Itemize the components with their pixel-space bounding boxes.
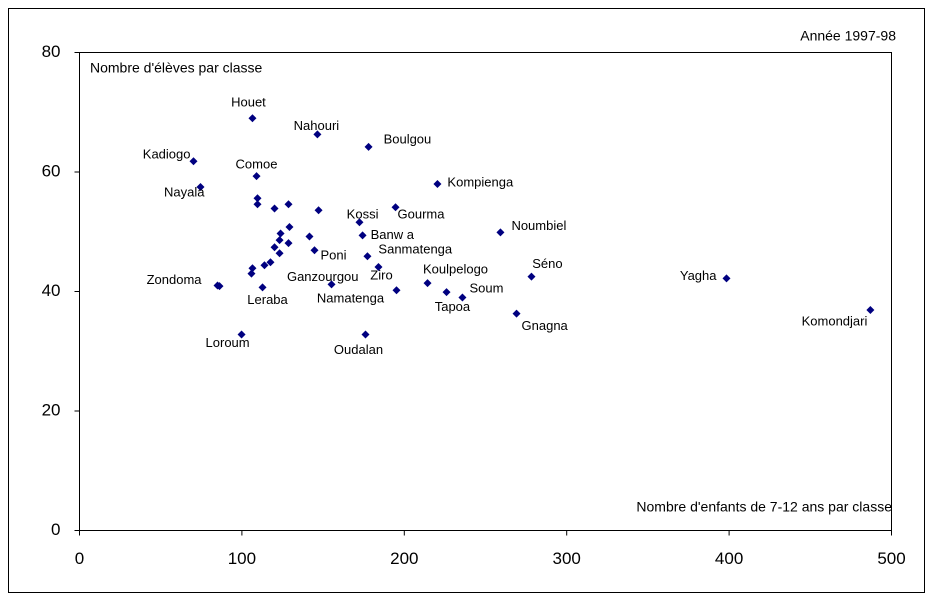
point [284,239,293,248]
point [314,206,323,215]
x-tick-label: 400 [715,549,743,568]
point [310,246,319,255]
point-label: Boulgou [384,131,432,146]
point [355,218,364,227]
point-label: Namatenga [317,291,385,306]
point-label: Kossi [347,207,379,222]
point [253,194,262,203]
point [253,200,262,209]
x-tick-label: 200 [390,549,418,568]
point [258,283,267,292]
point [442,288,451,297]
y-tick-label: 80 [42,42,61,61]
point [276,229,285,238]
point [363,252,372,261]
point [196,182,205,191]
x-tick-label: 500 [877,549,905,568]
point [364,142,373,151]
point-label: Oudalan [334,342,383,357]
point [215,282,224,291]
x-axis-label: Nombre d'enfants de 7-12 ans par classe [636,499,892,515]
point-label: Comoe [236,157,278,172]
point [270,243,279,252]
plot-area [79,52,892,531]
point [237,330,246,339]
point-label: Poni [320,248,346,263]
point [270,204,279,213]
point [189,157,198,166]
point [458,293,467,302]
point-label: Yagha [680,268,717,283]
point [284,200,293,209]
point-label: Ziro [370,267,392,282]
point [496,228,505,237]
annotation: Année 1997-98 [800,28,896,44]
point-label: Noumbiel [511,218,566,233]
point-label: Tapoa [435,299,471,314]
outer-border [8,8,925,593]
y-axis-label: Nombre d'élèves par classe [90,60,263,76]
point [722,274,731,283]
point-label: Kadiogo [143,147,191,162]
point [247,269,256,278]
point [358,231,367,240]
point-label: Houet [231,95,266,110]
y-tick-label: 20 [42,400,61,419]
point [361,330,370,339]
point [275,249,284,258]
point-label: Nahouri [294,118,340,133]
y-tick-label: 60 [42,161,61,180]
point [374,263,383,272]
point [285,222,294,231]
point [327,280,336,289]
point [512,309,521,318]
x-tick-label: 100 [228,549,256,568]
point-label: Sanmatenga [378,242,452,257]
point-label: Séno [532,256,562,271]
point [266,258,275,267]
point-label: Banw a [371,227,415,242]
point-label: Komondjari [802,313,868,328]
x-tick-label: 0 [75,549,84,568]
point [392,286,401,295]
y-tick-label: 40 [42,281,61,300]
point-label: Gnagna [522,318,569,333]
point-label: Loroum [206,335,250,350]
point [866,306,875,315]
point [423,279,432,288]
point [313,130,322,139]
point-label: Soum [470,281,504,296]
point [527,272,536,281]
point [260,261,269,270]
point-label: Gourma [398,207,446,222]
point [275,236,284,245]
point-label: Nayala [164,184,205,199]
point [248,264,257,273]
point [391,203,400,212]
point [433,179,442,188]
point [305,232,314,241]
point [252,172,261,181]
point-label: Zondoma [147,272,203,287]
y-tick-label: 0 [51,520,60,539]
point-label: Leraba [247,292,288,307]
point-label: Koulpelogo [423,262,488,277]
point-label: Ganzourgou [287,269,359,284]
point-label: Kompienga [447,174,514,189]
x-tick-label: 300 [553,549,581,568]
point [248,114,257,123]
